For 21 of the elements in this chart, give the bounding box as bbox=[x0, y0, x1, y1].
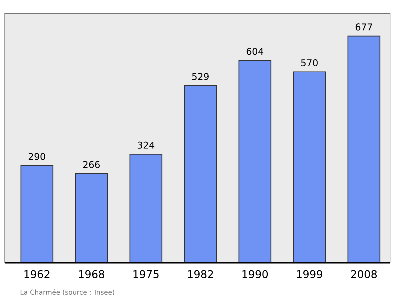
x-tick-label: 2008 bbox=[351, 270, 378, 278]
data-label: 324 bbox=[138, 142, 155, 149]
data-label: 266 bbox=[83, 161, 100, 168]
x-tick-label: 1990 bbox=[242, 270, 268, 278]
x-tick-label: 1975 bbox=[134, 270, 159, 278]
bar bbox=[238, 60, 272, 264]
x-tick-label: 1982 bbox=[188, 270, 214, 278]
bar bbox=[293, 72, 326, 264]
bar bbox=[184, 85, 218, 264]
data-label: 677 bbox=[356, 24, 372, 31]
bar bbox=[20, 165, 54, 264]
data-label: 570 bbox=[301, 59, 318, 67]
data-label: 529 bbox=[192, 73, 209, 80]
bar bbox=[130, 154, 163, 264]
bar bbox=[348, 36, 381, 264]
data-label: 604 bbox=[246, 48, 264, 56]
x-tick-label: 1999 bbox=[297, 270, 322, 278]
x-tick-label: 1968 bbox=[79, 270, 105, 278]
x-tick-label: 1962 bbox=[24, 270, 50, 278]
data-label: 290 bbox=[28, 153, 46, 160]
bar bbox=[75, 174, 108, 264]
